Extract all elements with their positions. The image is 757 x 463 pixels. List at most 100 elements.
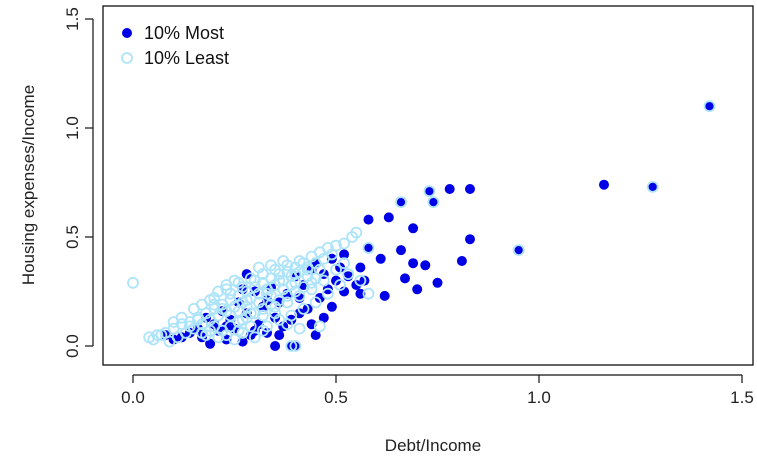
point-most-75: [326, 301, 337, 312]
point-most-20: [375, 253, 386, 264]
point-least-127: [240, 294, 253, 307]
legend-marker-most: [122, 28, 132, 38]
point-least-145: [204, 324, 217, 337]
point-most-9: [428, 197, 439, 208]
point-least-3: [427, 196, 440, 209]
point-least-124: [309, 272, 322, 285]
point-least-91: [334, 279, 347, 291]
point-least-115: [317, 274, 330, 287]
point-least-6: [362, 241, 375, 254]
point-most-76: [339, 249, 350, 260]
point-least-112: [281, 296, 294, 309]
point-most-19: [379, 290, 390, 301]
point-most-74: [318, 312, 329, 323]
x-tick-label-1: 0.5: [324, 388, 348, 407]
x-tick-label-0: 0.0: [121, 388, 145, 407]
y-tick-label-1: 0.5: [63, 225, 82, 249]
point-least-38: [155, 329, 168, 342]
point-most-2: [599, 179, 609, 190]
point-most-30: [331, 275, 341, 286]
legend-label-least: 10% Least: [144, 48, 229, 68]
point-most-11: [420, 260, 431, 271]
point-least-130: [183, 320, 196, 333]
legend-label-most: 10% Most: [144, 23, 224, 43]
point-least-79: [293, 255, 306, 267]
point-most-18: [383, 212, 394, 223]
point-least-5: [395, 196, 407, 209]
point-least-135: [236, 281, 249, 294]
x-axis-title: Debt/Income: [385, 436, 481, 455]
point-least-109: [244, 307, 257, 320]
point-least-131: [273, 274, 286, 287]
point-most-12: [412, 284, 423, 295]
point-least-81: [212, 331, 225, 344]
point-least-138: [269, 307, 282, 320]
x-tick-label-3: 1.5: [730, 388, 754, 407]
point-most-24: [355, 262, 366, 273]
point-least-2: [512, 244, 525, 257]
point-least-137: [208, 298, 221, 311]
point-least-36: [127, 276, 139, 289]
point-most-14: [408, 223, 419, 234]
point-most-22: [363, 242, 374, 253]
point-least-92: [342, 268, 355, 281]
point-least-149: [313, 320, 326, 333]
point-most-1: [647, 181, 658, 192]
point-least-141: [256, 324, 269, 337]
point-least-148: [289, 340, 302, 352]
points-layer: [127, 100, 716, 352]
point-least-126: [261, 287, 273, 300]
point-most-61: [205, 338, 216, 349]
point-least-118: [277, 255, 290, 267]
point-least-111: [269, 300, 282, 313]
point-least-113: [293, 289, 306, 302]
point-least-99: [252, 296, 265, 309]
point-most-3: [513, 245, 524, 256]
point-most-25: [355, 288, 366, 299]
point-least-122: [338, 257, 351, 270]
point-least-108: [236, 313, 249, 326]
point-least-59: [325, 248, 338, 261]
point-most-13: [408, 258, 419, 269]
point-most-83: [221, 321, 232, 332]
point-least-88: [297, 302, 310, 315]
y-axis: 0.0 0.5 1.0 1.5: [63, 7, 94, 358]
point-least-147: [285, 340, 298, 352]
point-most-8: [432, 277, 443, 288]
point-least-133: [301, 263, 314, 276]
point-most-10: [424, 186, 435, 197]
point-least-139: [281, 318, 294, 331]
x-axis: 0.0 0.5 1.0 1.5: [121, 374, 754, 407]
point-most-21: [363, 214, 374, 225]
point-least-10: [346, 231, 359, 243]
point-least-125: [285, 279, 298, 291]
point-least-4: [423, 185, 436, 198]
y-tick-label-2: 1.0: [63, 116, 82, 140]
point-least-140: [293, 322, 306, 335]
point-least-132: [289, 268, 302, 281]
point-most-17: [396, 197, 406, 208]
point-most-7: [444, 184, 455, 194]
y-tick-label-3: 1.5: [63, 7, 82, 31]
point-most-66: [176, 332, 187, 343]
point-most-5: [465, 234, 475, 245]
point-least-7: [362, 287, 375, 300]
point-least-103: [301, 270, 314, 283]
point-least-129: [192, 313, 204, 326]
point-least-110: [256, 309, 269, 322]
point-least-134: [248, 274, 261, 287]
point-least-120: [212, 285, 225, 298]
point-least-90: [321, 287, 334, 300]
y-axis-title: Housing expenses/Income: [19, 85, 38, 285]
point-least-117: [265, 259, 277, 272]
point-most-79: [274, 330, 285, 341]
legend-marker-least: [121, 52, 133, 64]
x-tick-label-2: 1.0: [527, 388, 551, 407]
point-most-16: [396, 245, 406, 256]
point-most-6: [456, 256, 467, 266]
point-most-4: [465, 184, 475, 194]
point-least-116: [252, 261, 265, 274]
point-most-23: [359, 275, 370, 286]
point-most-15: [400, 273, 410, 284]
